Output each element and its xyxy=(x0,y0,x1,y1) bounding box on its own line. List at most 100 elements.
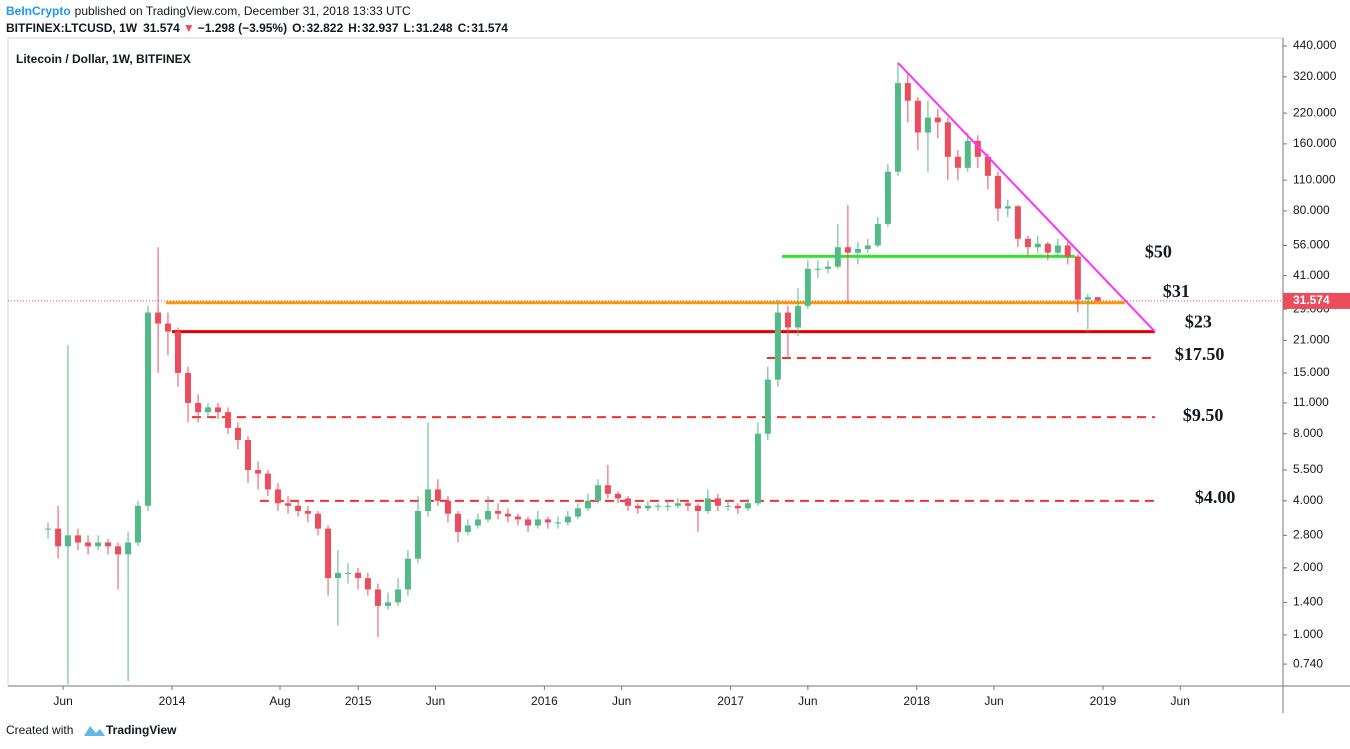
ohlc-label: O: xyxy=(292,21,305,35)
last: 31.574 xyxy=(143,21,180,35)
header-line2: BITFINEX:LTCUSD, 1W 31.574 ▼ −1.298 (−3.95%… xyxy=(6,21,508,35)
footer-created: Created with xyxy=(6,723,73,737)
candle-body xyxy=(614,493,621,499)
candle-body xyxy=(595,485,602,501)
x-tick-label: Jun xyxy=(1171,694,1190,708)
candle-body xyxy=(385,602,392,606)
candle-body xyxy=(325,528,332,579)
ohlc-value: 31.574 xyxy=(471,21,508,35)
candle-body xyxy=(1034,243,1041,248)
candle-body xyxy=(954,156,961,168)
candle-body xyxy=(874,223,881,246)
level-label: $23 xyxy=(1185,312,1212,332)
candle-body xyxy=(234,427,241,440)
candle-body xyxy=(914,100,921,133)
y-tick-label: 320.000 xyxy=(1293,69,1337,83)
candle-body xyxy=(1074,256,1081,300)
y-tick-label: 80.000 xyxy=(1293,203,1330,217)
candle-body xyxy=(544,519,551,523)
candle-body xyxy=(295,505,302,512)
candle-body xyxy=(344,572,351,574)
candle-body xyxy=(244,439,251,471)
y-tick-label: 11.000 xyxy=(1293,395,1329,409)
candle-body xyxy=(724,505,731,507)
candle-body xyxy=(714,498,721,506)
candle-body xyxy=(844,247,851,253)
candle-body xyxy=(1044,243,1051,253)
x-tick-label: Jun xyxy=(612,694,631,708)
arrow: ▼ xyxy=(183,21,195,35)
plot xyxy=(8,62,1283,685)
y-tick-label: 41.000 xyxy=(1293,268,1330,282)
candle-body xyxy=(164,323,171,332)
trendline xyxy=(897,62,1156,333)
candle-body xyxy=(444,500,451,514)
candle-body xyxy=(215,407,222,413)
candle-body xyxy=(185,372,192,403)
candle-body xyxy=(664,505,671,507)
y-tick-label: 1.000 xyxy=(1293,627,1323,641)
candle-body xyxy=(1004,206,1011,209)
x-tick-label: Jun xyxy=(53,694,72,708)
level-label: $4.00 xyxy=(1195,487,1236,507)
candle-body xyxy=(174,331,181,373)
candle-body xyxy=(814,268,821,270)
change: −1.298 (−3.95%) xyxy=(198,21,287,35)
candle-body xyxy=(474,519,481,526)
y-tick-label: 2.000 xyxy=(1293,560,1323,574)
candle-body xyxy=(414,511,421,559)
candle-body xyxy=(794,305,801,328)
candle-body xyxy=(255,470,262,474)
candle-body xyxy=(904,83,911,101)
x-tick-label: 2017 xyxy=(717,694,744,708)
candle-body xyxy=(804,268,811,306)
candle-body xyxy=(64,535,71,547)
candle-body xyxy=(95,542,102,547)
candle-body xyxy=(115,546,122,555)
y-tick-label: 1.400 xyxy=(1293,595,1323,609)
x-tick-label: 2016 xyxy=(531,694,558,708)
candle-body xyxy=(774,312,781,380)
candle-body xyxy=(314,513,321,529)
y-tick-label: 220.000 xyxy=(1293,105,1337,119)
candle-body xyxy=(395,589,402,603)
candle-body xyxy=(674,503,681,506)
candle-body xyxy=(744,503,751,509)
candle-body xyxy=(1054,245,1061,253)
candle-body xyxy=(145,312,152,506)
candle-body xyxy=(55,528,62,547)
x-tick-label: 2019 xyxy=(1090,694,1117,708)
candle-body xyxy=(884,171,891,224)
price-tag-label: 31.574 xyxy=(1293,293,1330,307)
candle-body xyxy=(864,245,871,249)
candle-body xyxy=(355,572,362,579)
y-tick-label: 4.000 xyxy=(1293,493,1323,507)
candle-body xyxy=(134,505,141,543)
candle-body xyxy=(45,528,52,530)
tv-logo xyxy=(84,726,105,736)
y-tick-label: 5.500 xyxy=(1293,462,1323,476)
ohlc-label: H: xyxy=(348,21,361,35)
y-tick-label: 2.800 xyxy=(1293,527,1323,541)
x-tick-label: 2015 xyxy=(345,694,372,708)
ohlc-value: 32.937 xyxy=(362,21,399,35)
candle-body xyxy=(534,519,541,526)
candle-body xyxy=(274,489,281,504)
candle-body xyxy=(584,500,591,509)
candle-body xyxy=(155,312,162,324)
ohlc-value: 32.822 xyxy=(306,21,343,35)
candle-body xyxy=(514,516,521,520)
level-label: $50 xyxy=(1145,242,1172,262)
x-tick-label: Aug xyxy=(269,694,290,708)
candle-body xyxy=(984,156,991,176)
x-tick-label: Jun xyxy=(984,694,1003,708)
candle-body xyxy=(924,117,931,133)
published: published on TradingView.com, December 3… xyxy=(75,4,411,18)
x-tick-label: 2014 xyxy=(159,694,186,708)
candle-body xyxy=(525,519,532,526)
y-tick-label: 440.000 xyxy=(1293,38,1337,52)
candle-body xyxy=(504,513,511,517)
candle-body xyxy=(974,140,981,157)
x-tick-label: 2018 xyxy=(903,694,930,708)
